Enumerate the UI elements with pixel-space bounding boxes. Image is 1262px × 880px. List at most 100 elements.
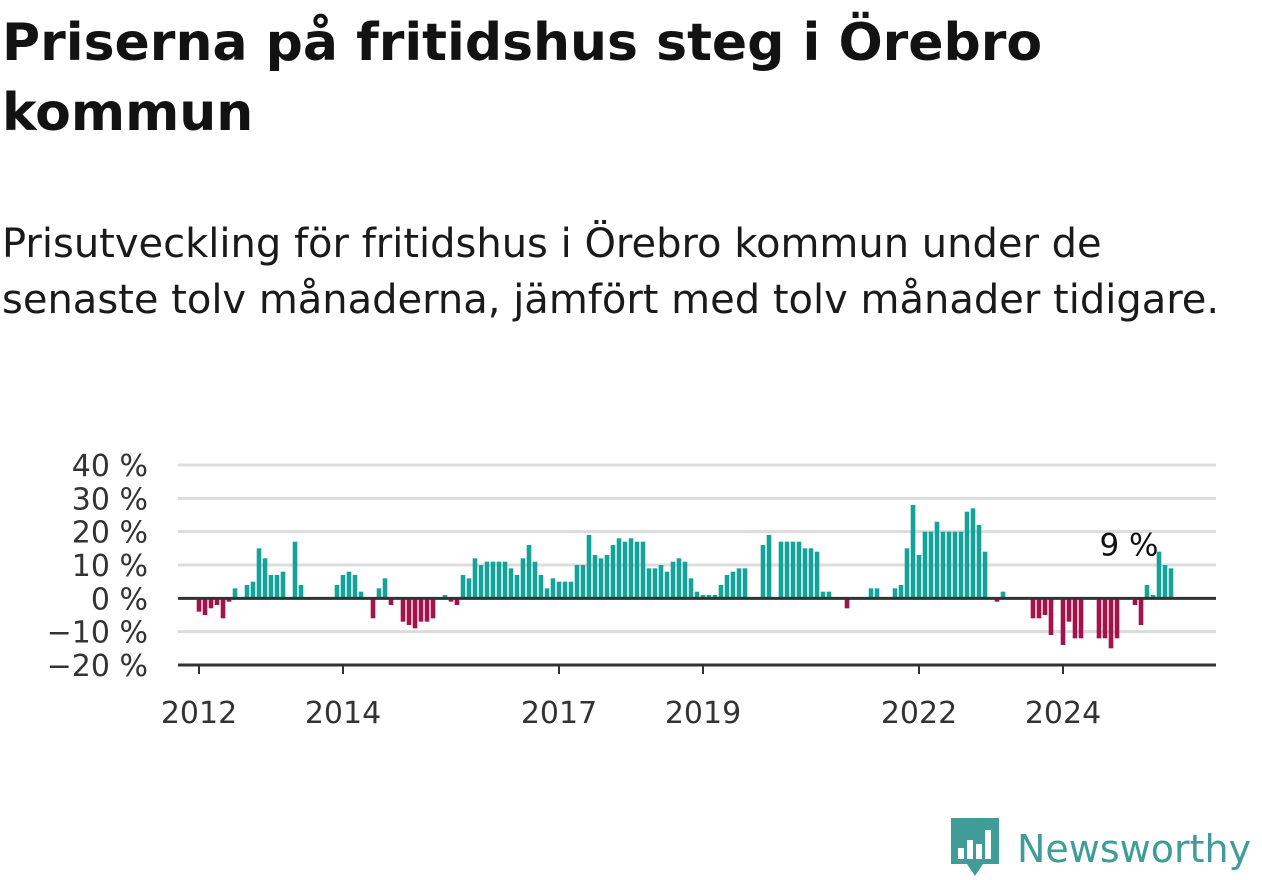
bar — [664, 571, 670, 599]
bar — [592, 555, 598, 599]
bar — [1150, 595, 1156, 599]
bar — [1096, 598, 1102, 639]
bar — [874, 588, 880, 599]
bar — [1078, 598, 1084, 639]
y-tick-label: −20 % — [47, 649, 148, 684]
bar — [820, 591, 826, 599]
bar — [358, 591, 364, 599]
bar — [556, 581, 562, 599]
bar — [250, 581, 256, 599]
y-tick-label: 40 % — [72, 449, 148, 484]
bar-chart: −20 %−10 %0 %10 %20 %30 %40 % 2012 2014 20… — [47, 449, 1216, 731]
bar — [1138, 598, 1144, 625]
bar — [676, 558, 682, 599]
bar — [340, 575, 346, 599]
bar — [454, 598, 460, 605]
x-tick-label: 2022 — [881, 696, 957, 731]
bar — [700, 595, 706, 599]
bar — [400, 598, 406, 622]
bar — [952, 531, 958, 599]
bar — [652, 568, 658, 599]
bar — [898, 585, 904, 599]
bar — [256, 548, 262, 599]
annotations: 9 % — [1099, 527, 1158, 563]
bar — [298, 585, 304, 599]
bar — [718, 585, 724, 599]
bar — [1102, 598, 1108, 639]
axes — [178, 596, 1216, 667]
bar — [766, 535, 772, 599]
bar — [1030, 598, 1036, 619]
bar — [562, 581, 568, 599]
bar — [916, 555, 922, 599]
bar — [1144, 585, 1150, 599]
bar — [1000, 591, 1006, 599]
y-tick-label: −10 % — [47, 616, 148, 651]
bar — [448, 598, 454, 602]
bar — [688, 578, 694, 599]
latest-value-label: 9 % — [1099, 527, 1158, 563]
bar — [724, 575, 730, 599]
newsworthy-logo-icon — [951, 818, 999, 876]
x-tick-label: 2017 — [521, 696, 597, 731]
bar — [1036, 598, 1042, 619]
chart-subtitle: Prisutveckling för fritidshus i Örebro k… — [2, 221, 1220, 323]
bar — [706, 595, 712, 599]
y-axis-ticks: −20 %−10 %0 %10 %20 %30 %40 % — [47, 449, 148, 684]
bar — [796, 541, 802, 599]
bar — [928, 531, 934, 599]
bar — [1156, 551, 1162, 599]
bar — [214, 598, 220, 605]
bar — [694, 591, 700, 599]
bar — [226, 598, 232, 602]
bar — [946, 531, 952, 599]
y-tick-label: 30 % — [72, 482, 148, 517]
bar — [334, 585, 340, 599]
y-tick-label: 0 % — [91, 582, 148, 617]
bar — [994, 598, 1000, 602]
bar — [598, 558, 604, 599]
bar — [826, 591, 832, 599]
bar — [982, 551, 988, 599]
bar — [382, 578, 388, 599]
bar — [616, 538, 622, 599]
bar — [370, 598, 376, 619]
bar — [574, 565, 580, 599]
bar — [844, 598, 850, 609]
bar — [640, 541, 646, 599]
bar — [1048, 598, 1054, 635]
bar — [940, 531, 946, 599]
bar — [682, 561, 688, 599]
y-tick-label: 20 % — [72, 516, 148, 551]
bar — [514, 575, 520, 599]
bar — [532, 561, 538, 599]
bar — [268, 575, 274, 599]
bar — [424, 598, 430, 622]
newsworthy-logo: Newsworthy — [951, 818, 1251, 880]
bar — [742, 568, 748, 599]
bar — [346, 571, 352, 599]
bar — [1108, 598, 1114, 649]
bar — [442, 595, 448, 599]
bar — [262, 558, 268, 599]
bar — [352, 575, 358, 599]
bar — [232, 588, 238, 599]
bar — [466, 578, 472, 599]
bar — [208, 598, 214, 609]
x-tick-label: 2019 — [665, 696, 741, 731]
bar — [376, 588, 382, 599]
bar — [922, 531, 928, 599]
x-tick-label: 2012 — [161, 696, 237, 731]
bar — [712, 595, 718, 599]
bar — [1072, 598, 1078, 639]
bar — [622, 541, 628, 599]
bar — [1060, 598, 1066, 645]
bar — [580, 565, 586, 599]
bar — [868, 588, 874, 599]
bar — [418, 598, 424, 622]
bar — [730, 571, 736, 599]
bar — [910, 505, 916, 599]
bar — [484, 561, 490, 599]
bar — [388, 598, 394, 605]
bar — [544, 588, 550, 599]
